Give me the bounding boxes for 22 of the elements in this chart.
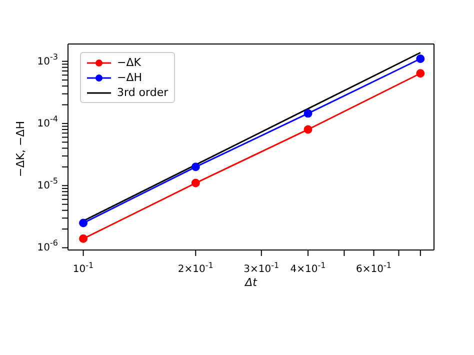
point [79,234,88,243]
point [191,162,200,172]
point [416,69,425,78]
y-axis-title: −ΔK, −ΔH [14,121,27,177]
point [416,54,425,63]
legend-label: −ΔK [117,56,141,69]
x-tick-label: 6×10$^{-1}$ [356,260,392,275]
y-tick-label: 10$^{-4}$ [37,114,58,129]
x-tick-label: 10$^{-1}$ [72,260,94,275]
point [304,125,312,134]
point [304,109,312,118]
legend-label: 3rd order [117,86,168,99]
legend-label: −ΔH [117,71,142,84]
x-tick-label: 4×10$^{-1}$ [290,260,326,275]
point [191,178,200,188]
x-tick-label: 2×10$^{-1}$ [178,260,214,275]
point [79,218,88,228]
y-tick-label: 10$^{-3}$ [37,52,58,67]
y-tick-label: 10$^{-6}$ [37,238,58,254]
x-tick-label: 3×10$^{-1}$ [244,260,280,275]
y-tick-label: 10$^{-5}$ [37,176,58,192]
x-axis-title: Δt [244,276,258,289]
